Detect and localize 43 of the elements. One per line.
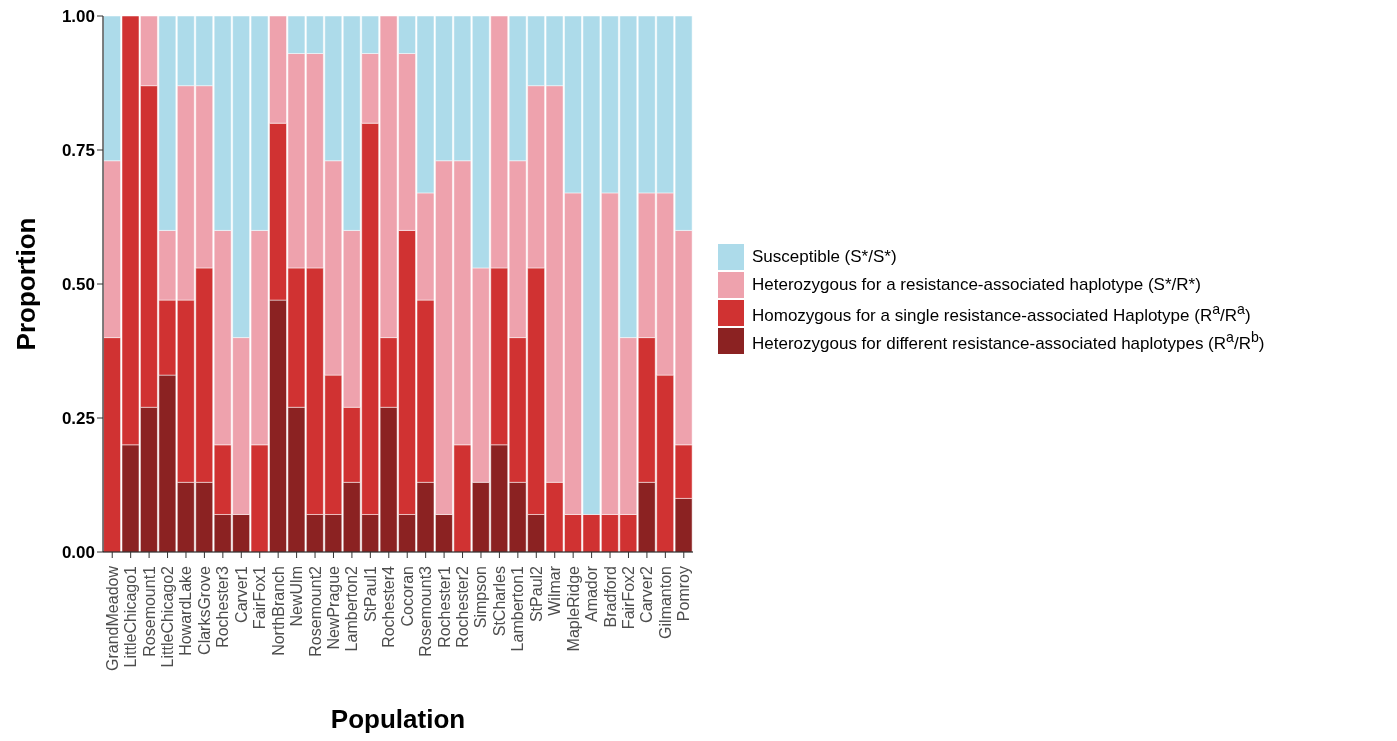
legend-label: Heterozygous for different resistance-associated haplotypes (R$^{a}$/R$^{b}$) [752,328,1265,354]
x-axis-title: Population [330,704,466,734]
x-tick-label: NewUlm [288,566,306,627]
x-tick-label: StPaul2 [527,565,545,623]
x-tick-label: Rosemount2 [306,565,324,657]
y-tick-label: 0.00 [61,543,95,563]
x-tick-label: MapleRidge [564,565,582,652]
y-tick-label: 0.25 [61,409,95,429]
y-tick-label: 0.50 [61,275,95,295]
x-tick-label: GrandMeadow [103,565,121,671]
x-tick-label: Rochester1 [435,565,453,648]
x-tick-label: Simpson [472,566,490,629]
text: Heterozygous for a resistance-associated haplotype (S*/R*) [752,275,1201,295]
x-tick-label: Pomroy [675,566,693,622]
x-tick-label: NewPrague [324,565,342,650]
x-tick-label: Amador [583,565,601,623]
x-tick-label: NorthBranch [269,566,287,656]
x-tick-label: Gilmanton [656,566,674,639]
x-tick-label: Rochester4 [380,565,398,648]
x-tick-label: Lamberton2 [343,565,361,652]
legend-label: Susceptible (S*/S*) [752,247,897,267]
x-tick-label: Cocoran [398,566,416,627]
x-tick-label: Lamberton1 [509,565,527,652]
legend-label: Homozygous for a single resistance-associated Haplotype (R$^{a}$/R$^{a}$) [752,300,1251,326]
x-tick-label: FairFox2 [619,565,637,630]
x-tick-label: Rosemount1 [140,565,158,657]
x-tick-label: Rochester2 [454,565,472,648]
x-tick-label: Bradford [601,566,619,628]
y-tick-label: 1.00 [61,7,95,27]
x-tick-label: LittleChicago2 [159,565,177,668]
y-axis-title: Proportion [11,217,42,351]
x-tick-label: StCharles [490,566,508,637]
y-tick-label: 0.75 [61,141,95,161]
x-tick-label: Rosemount3 [417,565,435,657]
x-tick-label: Carver2 [638,565,656,623]
x-tick-label: FairFox1 [251,565,269,630]
x-tick-label: Carver1 [232,565,250,623]
x-tick-label: LittleChicago1 [122,565,140,668]
x-tick-label: ClarksGrove [195,565,213,655]
x-tick-label: Rochester3 [214,565,232,648]
x-tick-label: HowardLake [177,565,195,656]
x-tick-label: Wilmar [546,565,564,616]
x-tick-label: StPaul1 [361,565,379,623]
